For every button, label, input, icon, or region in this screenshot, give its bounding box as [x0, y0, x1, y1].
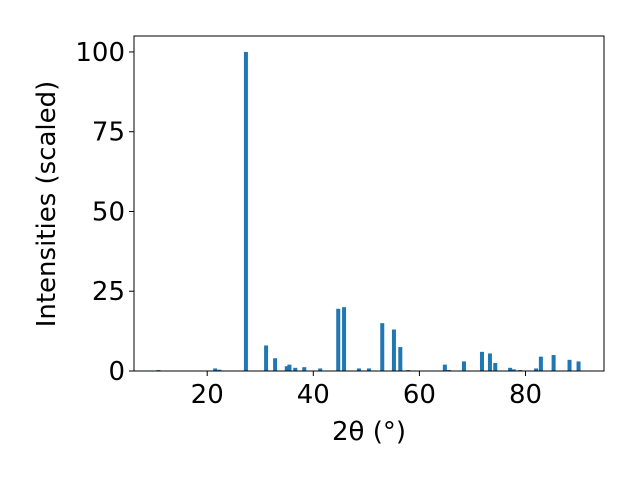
bar [264, 345, 269, 371]
bar [511, 369, 516, 371]
bar [551, 355, 556, 371]
bar [487, 353, 492, 371]
bar [336, 308, 341, 371]
bar [287, 364, 292, 371]
bar [318, 368, 323, 371]
bar [213, 368, 218, 371]
x-tick-label: 60 [403, 380, 436, 410]
bar [461, 361, 466, 371]
bar [367, 368, 371, 371]
bar [479, 351, 484, 371]
bar [284, 366, 289, 371]
x-tick-label: 40 [297, 380, 330, 410]
bar [356, 368, 361, 371]
plot-frame [133, 35, 605, 372]
x-tick-label: 20 [191, 380, 224, 410]
bar [567, 359, 572, 371]
bar [380, 323, 385, 371]
bar [342, 307, 347, 371]
y-tick-label: 75 [92, 118, 125, 148]
y-tick-label: 100 [75, 38, 125, 68]
bar [243, 51, 248, 371]
bar [538, 356, 543, 371]
bar [493, 363, 498, 371]
bar [302, 367, 307, 371]
bar [398, 347, 403, 371]
bar [534, 368, 539, 371]
y-tick-label: 25 [92, 277, 125, 307]
bar [442, 364, 447, 371]
bar [217, 369, 222, 371]
x-axis-label: 2θ (°) [332, 417, 406, 447]
bar [293, 367, 298, 371]
y-tick-label: 0 [108, 357, 125, 387]
y-axis-label: Intensities (scaled) [32, 81, 62, 328]
bar [508, 367, 513, 371]
bar [273, 358, 278, 371]
bar [391, 329, 396, 371]
y-tick-label: 50 [92, 197, 125, 227]
bar [576, 361, 581, 371]
x-tick-label: 80 [509, 380, 542, 410]
